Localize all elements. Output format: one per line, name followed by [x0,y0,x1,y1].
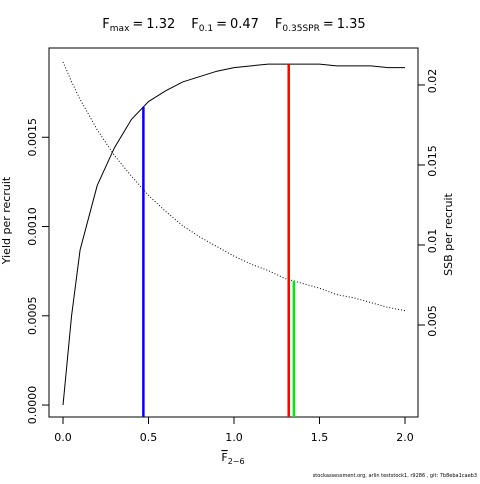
y2-tick-label: 0.005 [426,305,439,337]
title-subscript: 0.35SPR [282,24,319,34]
title-value: 0.47 [230,17,259,32]
y-tick-label: 0.0010 [26,207,39,246]
x-tick-label: 1.0 [225,431,243,444]
x-axis-label: F2−6 [221,451,244,466]
y2-tick-label: 0.015 [426,145,439,177]
title-symbol: F [102,17,109,32]
ssb-curve [62,61,406,312]
x-label-subscript: 2−6 [228,457,245,466]
title-symbol: F [275,17,282,32]
title-value: 1.32 [146,17,175,32]
y2-axis-label: SSB per recruit [442,192,455,275]
title-relation: = [323,17,334,32]
y2-tick-label: 0.01 [426,229,439,254]
x-tick-label: 0.5 [140,431,158,444]
title-subscript: 0.1 [199,24,213,34]
footer: stockassessment.org, arlin teststock1, r… [313,473,477,479]
y-tick-label: 0.0005 [26,297,39,336]
y-axis-label: Yield per recruit [0,176,13,265]
title-value: 1.35 [337,17,366,32]
x-tick-label: 2.0 [396,431,414,444]
y-tick-label: 0.0000 [26,386,39,425]
title-subscript: max [110,24,130,34]
x-label-symbol: F [221,451,227,464]
y2-tick-label: 0.02 [426,69,439,94]
plot-frame [48,47,419,418]
x-tick-label: 1.5 [311,431,329,444]
title-relation: = [216,17,227,32]
y-tick-label: 0.0015 [26,118,39,157]
yield-curve [62,63,405,406]
title-symbol: F [191,17,198,32]
title-relation: = [132,17,143,32]
chart-title: Fmax = 1.32 F0.1 = 0.47 F0.35SPR = 1.35 [102,17,365,34]
x-tick-label: 0.0 [54,431,72,444]
